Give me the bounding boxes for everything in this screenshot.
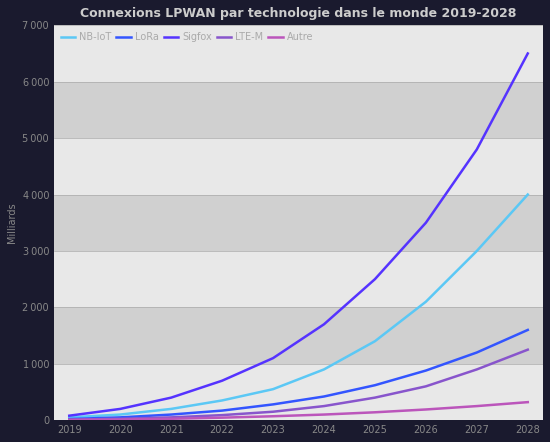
Line: Sigfox: Sigfox [69, 53, 528, 415]
LTE-M [525, 347, 531, 352]
Bar [54, 82, 543, 138]
LoRa [525, 327, 531, 332]
LoRa [422, 368, 429, 373]
Y-axis label: Milliards: Milliards [7, 202, 17, 243]
Autre [422, 407, 429, 412]
LTE-M [270, 409, 276, 415]
LoRa [270, 402, 276, 407]
LTE-M [422, 384, 429, 389]
Sigfox [525, 51, 531, 56]
Bar [54, 307, 543, 364]
LTE-M [168, 415, 174, 420]
Autre [66, 417, 73, 423]
Sigfox [66, 413, 73, 418]
LTE-M [219, 412, 225, 418]
LTE-M [66, 417, 73, 422]
Line: Autre: Autre [69, 402, 528, 420]
LTE-M [321, 404, 327, 409]
Line: LoRa: LoRa [69, 330, 528, 419]
NB-IoT [474, 248, 480, 254]
Autre [474, 404, 480, 409]
NB-IoT [525, 192, 531, 197]
LoRa [66, 416, 73, 422]
LoRa [474, 350, 480, 355]
LoRa [321, 394, 327, 399]
Bar [54, 251, 543, 307]
Autre [321, 412, 327, 417]
Line: NB-IoT: NB-IoT [69, 194, 528, 417]
LoRa [219, 408, 225, 413]
NB-IoT [66, 415, 73, 420]
Autre [270, 414, 276, 419]
NB-IoT [168, 406, 174, 412]
LoRa [117, 415, 124, 420]
Sigfox [219, 378, 225, 383]
Bar [54, 138, 543, 194]
LTE-M [474, 367, 480, 372]
NB-IoT [321, 367, 327, 372]
Sigfox [117, 406, 124, 412]
Bar [54, 194, 543, 251]
Sigfox [372, 277, 378, 282]
Title: Connexions LPWAN par technologie dans le monde 2019-2028: Connexions LPWAN par technologie dans le… [80, 7, 516, 20]
Legend: NB-IoT, LoRa, Sigfox, LTE-M, Autre: NB-IoT, LoRa, Sigfox, LTE-M, Autre [59, 30, 315, 44]
Autre [372, 410, 378, 415]
Sigfox [474, 147, 480, 152]
NB-IoT [219, 398, 225, 403]
Autre [168, 416, 174, 421]
Sigfox [422, 220, 429, 225]
LoRa [372, 383, 378, 388]
Line: LTE-M: LTE-M [69, 350, 528, 419]
Autre [117, 417, 124, 422]
Sigfox [270, 355, 276, 361]
Sigfox [321, 322, 327, 327]
Bar [54, 25, 543, 82]
NB-IoT [422, 299, 429, 305]
NB-IoT [372, 339, 378, 344]
Autre [525, 400, 531, 405]
LTE-M [117, 416, 124, 421]
Autre [219, 415, 225, 420]
NB-IoT [270, 386, 276, 392]
NB-IoT [117, 412, 124, 417]
Sigfox [168, 395, 174, 400]
LTE-M [372, 395, 378, 400]
Bar [54, 364, 543, 420]
LoRa [168, 412, 174, 417]
